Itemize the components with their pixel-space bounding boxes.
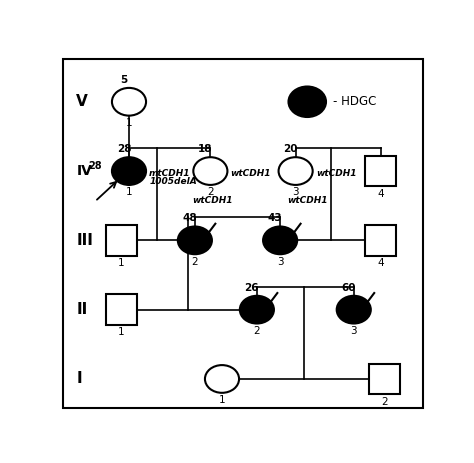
Ellipse shape — [289, 87, 326, 117]
Bar — [365, 156, 396, 187]
Ellipse shape — [193, 157, 228, 185]
Text: 1: 1 — [118, 258, 125, 268]
Ellipse shape — [263, 226, 297, 254]
Bar — [369, 363, 400, 394]
Text: 1: 1 — [126, 118, 132, 128]
Text: 3: 3 — [292, 187, 299, 197]
Text: wtCDH1: wtCDH1 — [316, 169, 356, 178]
Bar — [106, 225, 137, 256]
Ellipse shape — [240, 296, 274, 324]
Text: 2: 2 — [191, 257, 198, 267]
Text: 2: 2 — [254, 326, 260, 336]
Ellipse shape — [178, 226, 212, 254]
Text: mtCDH1: mtCDH1 — [149, 169, 191, 178]
Text: II: II — [76, 302, 88, 317]
Ellipse shape — [112, 88, 146, 116]
Text: 60: 60 — [341, 283, 356, 293]
Text: 3: 3 — [277, 257, 283, 267]
Text: 1: 1 — [219, 395, 225, 405]
Bar — [106, 294, 137, 325]
Text: III: III — [76, 233, 93, 248]
Text: 2: 2 — [207, 187, 214, 197]
Ellipse shape — [279, 157, 313, 185]
Text: 2: 2 — [382, 397, 388, 407]
Text: 4: 4 — [378, 258, 384, 268]
Text: wtCDH1: wtCDH1 — [287, 196, 328, 205]
Text: wtCDH1: wtCDH1 — [230, 169, 271, 178]
Text: 28: 28 — [89, 161, 102, 171]
Text: - HDGC: - HDGC — [333, 95, 376, 108]
Text: 48: 48 — [182, 213, 197, 224]
Text: wtCDH1: wtCDH1 — [192, 196, 232, 205]
Text: 4: 4 — [378, 189, 384, 199]
Bar — [365, 225, 396, 256]
Ellipse shape — [205, 365, 239, 393]
Text: 28: 28 — [117, 144, 131, 154]
Text: IV: IV — [76, 164, 92, 178]
Text: 1005delA: 1005delA — [149, 177, 197, 186]
Text: V: V — [76, 94, 88, 109]
Text: 3: 3 — [350, 326, 357, 336]
Text: 1: 1 — [126, 187, 132, 197]
Text: 26: 26 — [245, 283, 259, 293]
Ellipse shape — [337, 296, 371, 324]
Text: 18: 18 — [198, 144, 212, 154]
Text: 1: 1 — [118, 327, 125, 338]
Text: 20: 20 — [283, 144, 298, 154]
Text: 43: 43 — [268, 213, 283, 224]
Text: 5: 5 — [120, 75, 128, 85]
Text: I: I — [76, 371, 82, 387]
Ellipse shape — [112, 157, 146, 185]
